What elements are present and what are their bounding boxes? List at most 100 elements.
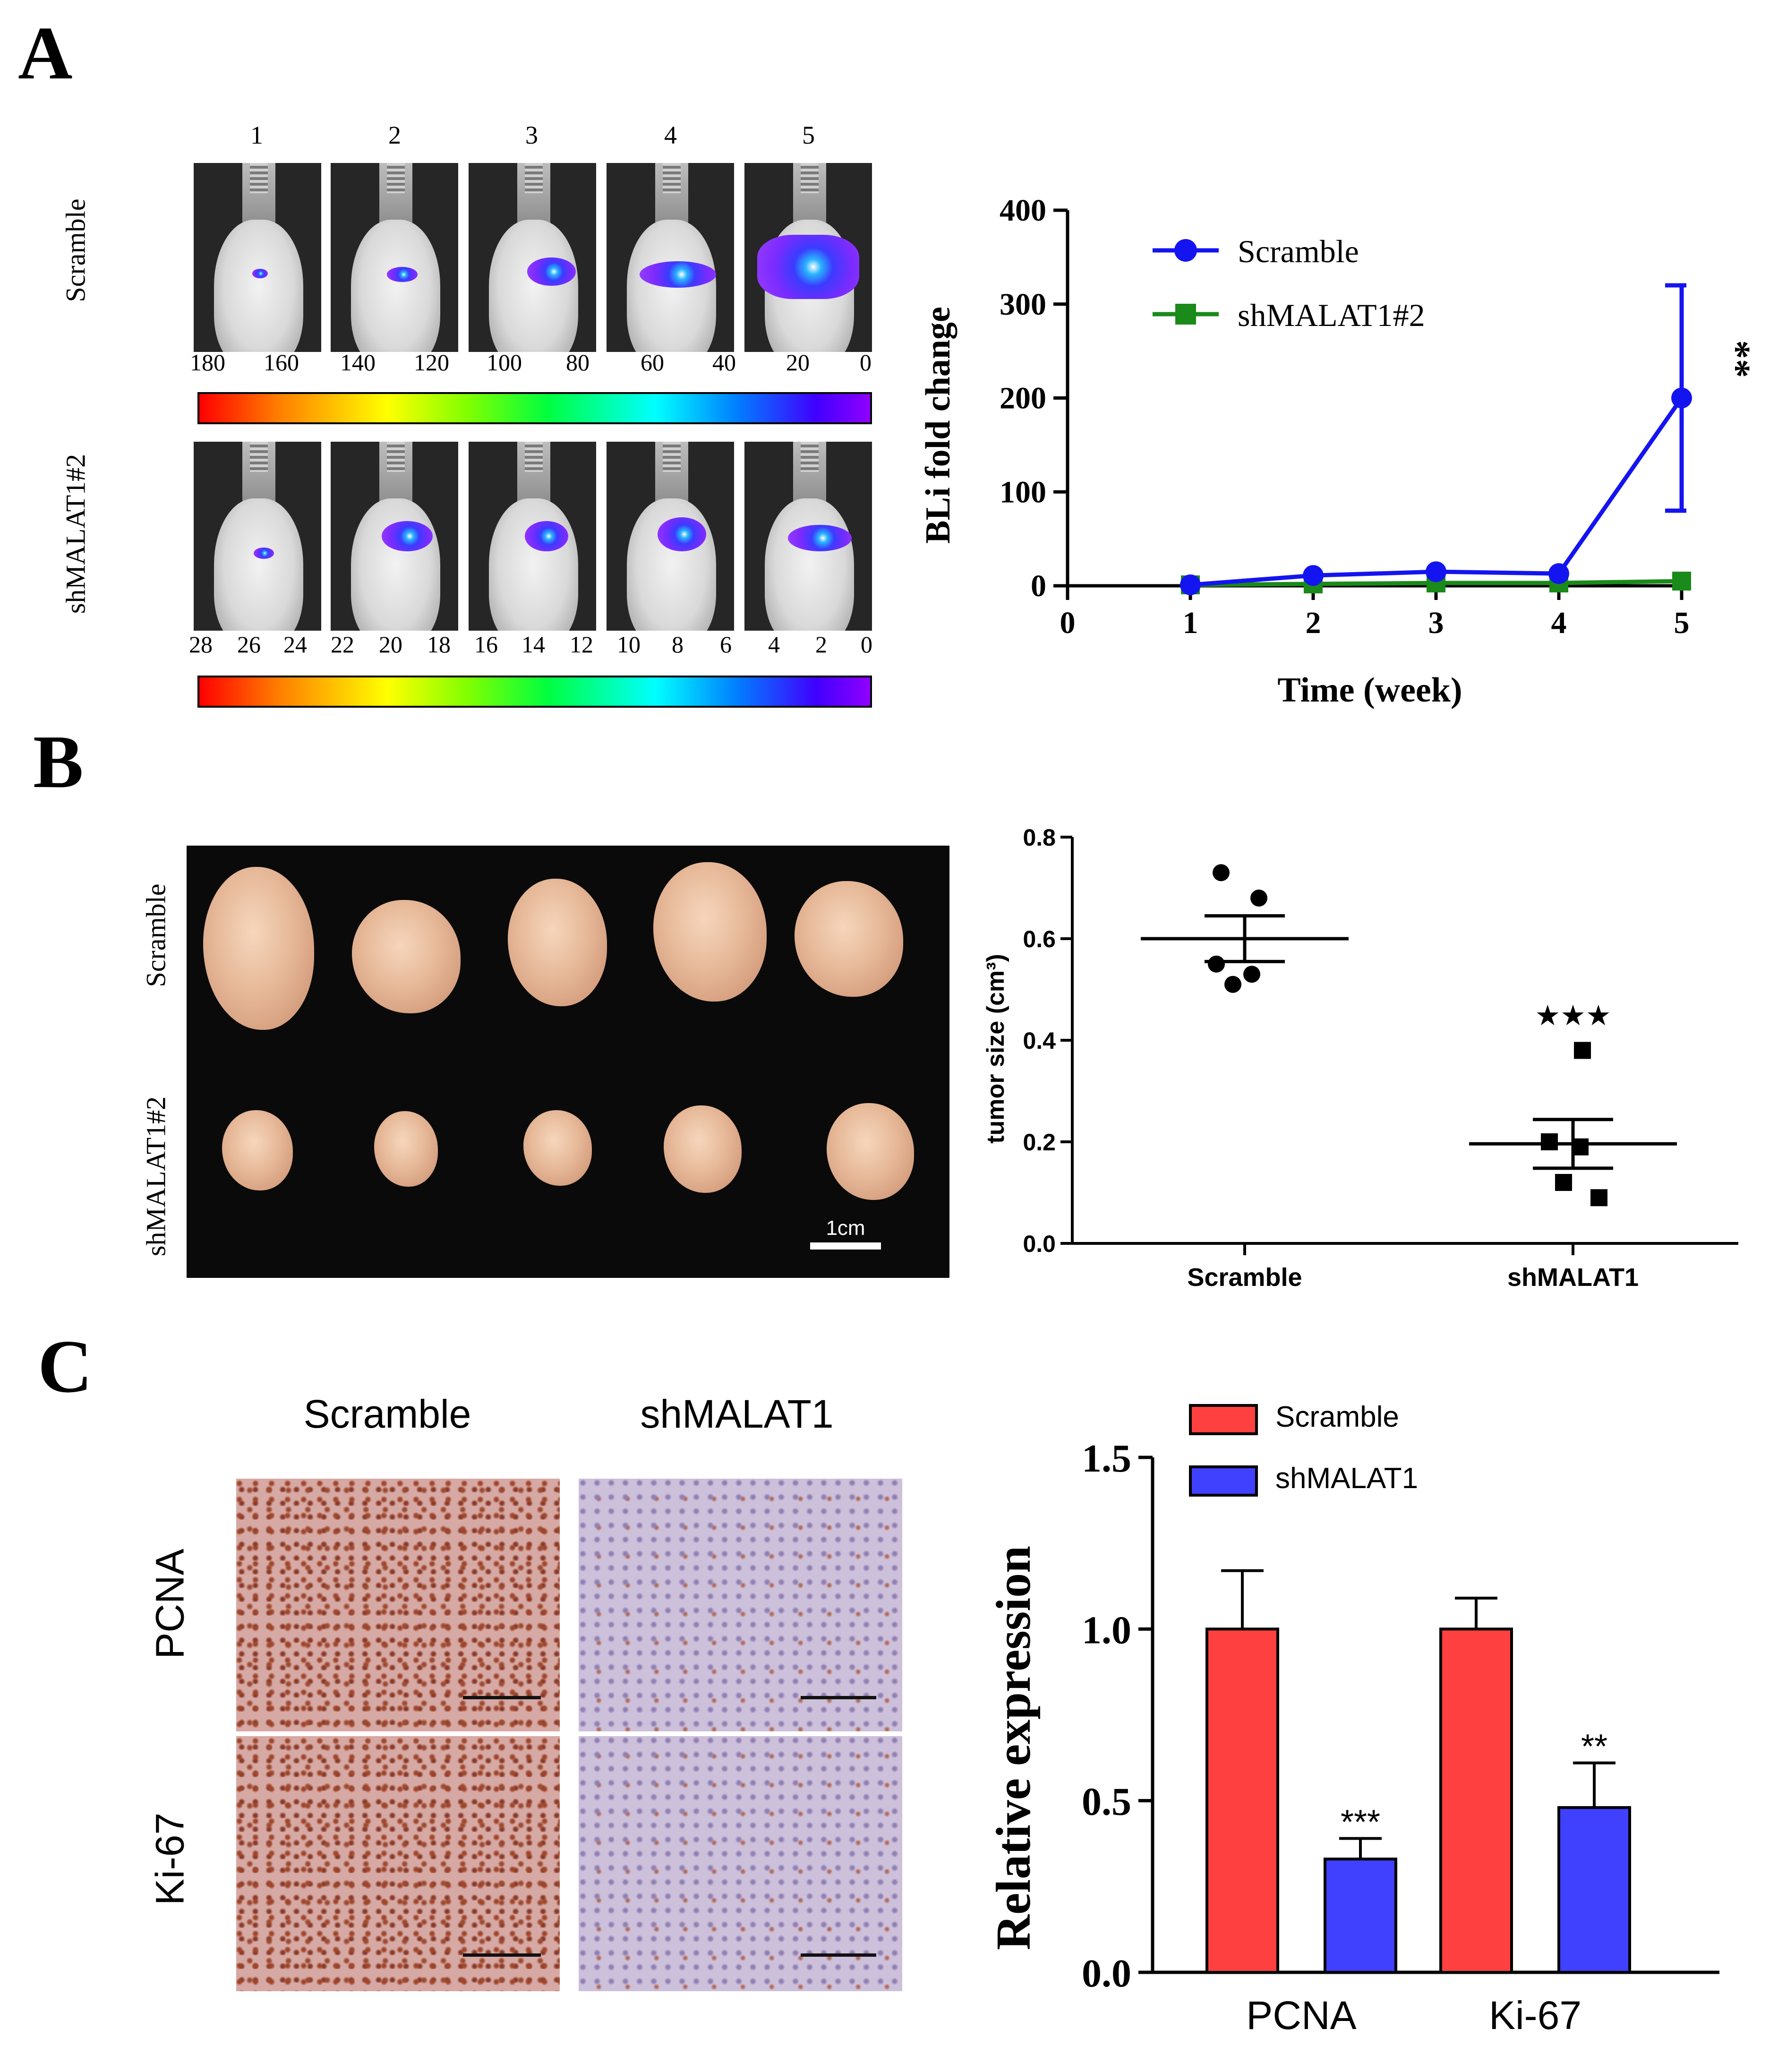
colorbar-tick: 14	[521, 631, 545, 658]
tumor-scramble-3	[508, 879, 607, 1006]
tumor-sh-2	[374, 1111, 438, 1187]
ihc-image-ki67-sh	[579, 1736, 902, 1991]
bli-y-tick-label: 100	[1000, 475, 1046, 509]
relexp-significance: ***	[1341, 1804, 1380, 1841]
mouse-column-label: 3	[525, 121, 538, 149]
tumor-sh-5	[827, 1103, 914, 1200]
tumor-y-tick-label: 0.2	[1023, 1129, 1056, 1156]
ihc-row-label-pcna: PCNA	[147, 1549, 192, 1659]
relexp-bar	[1205, 1627, 1279, 1974]
mouse-image-sh-3	[469, 442, 596, 631]
bli-legend-marker-sh	[1175, 304, 1196, 325]
bli-point	[1303, 565, 1324, 586]
bli-x-tick-label: 4	[1551, 606, 1567, 640]
colorbar-tick: 0	[860, 349, 872, 376]
tumor-scramble-2	[352, 900, 461, 1013]
panel-letter-b: B	[33, 719, 84, 804]
relexp-bar	[1557, 1806, 1631, 1974]
colorbar-tick: 180	[190, 349, 225, 376]
bli-x-tick-label: 3	[1428, 606, 1444, 640]
bli-point	[1548, 563, 1569, 584]
mouse-column-label: 1	[250, 121, 263, 149]
tumor-scramble-4	[653, 862, 767, 1002]
mouse-image-scramble-4	[607, 163, 734, 352]
mouse-image-scramble-2	[331, 163, 458, 352]
tumor-axes: 0.0 0.2 0.4 0.6 0.8 Scramble shMALAT1	[1023, 824, 1738, 1292]
colorbar-tick: 120	[414, 349, 449, 376]
tumor-point	[1555, 1174, 1572, 1191]
bli-y-tick-label: 200	[1000, 381, 1046, 416]
tumor-point	[1572, 1138, 1589, 1156]
colorbar-tick: 4	[768, 631, 780, 658]
tumor-point	[1208, 955, 1225, 973]
colorbar-tick: 6	[720, 631, 732, 658]
bli-y-axis-label: BLi fold change	[919, 307, 957, 544]
tumor-point	[1590, 1189, 1607, 1207]
tumor-point	[1574, 1042, 1591, 1059]
bli-significance: **	[1716, 340, 1757, 378]
tumor-significance: ★★★	[1535, 1000, 1611, 1031]
colorbar-tick: 26	[237, 631, 261, 658]
bli-row-label-scramble: Scramble	[60, 198, 91, 302]
colorbar-tick: 8	[672, 631, 684, 658]
tumor-scramble-1	[203, 867, 314, 1030]
colorbar-sh	[197, 676, 872, 708]
relexp-legend-label-sh: shMALAT1	[1275, 1462, 1418, 1495]
colorbar-tick: 40	[712, 349, 736, 376]
relexp-bar	[1439, 1627, 1513, 1974]
relexp-x-tick-label: PCNA	[1246, 1993, 1356, 2038]
ihc-image-ki67-scramble	[236, 1736, 560, 1991]
tumor-y-tick-label: 0.6	[1023, 926, 1056, 952]
colorbar-tick: 18	[427, 631, 451, 658]
ihc-scale-bar	[463, 1953, 541, 1957]
colorbar-tick: 100	[487, 349, 522, 376]
bli-legend-label-scramble: Scramble	[1238, 233, 1359, 269]
tumor-x-tick-label: shMALAT1	[1507, 1263, 1639, 1292]
colorbar-tick: 20	[786, 349, 810, 376]
relexp-significance: **	[1581, 1728, 1607, 1766]
tumor-row-label-scramble: Scramble	[140, 883, 171, 987]
tumor-point	[1541, 1133, 1558, 1150]
bli-legend-label-sh: shMALAT1#2	[1238, 297, 1425, 333]
ihc-row-label-ki67: Ki-67	[147, 1812, 192, 1906]
relexp-legend-swatch-sh	[1189, 1465, 1258, 1497]
bli-series-line-0	[1190, 396, 1684, 587]
ihc-image-pcna-scramble	[236, 1479, 560, 1731]
bli-y-tick-label: 0	[1031, 569, 1046, 603]
colorbar-tick: 60	[641, 349, 664, 376]
tumor-scramble-5	[795, 881, 903, 997]
colorbar-tick: 0	[861, 631, 872, 658]
bli-axes: 0 100 200 300 400 0 1 2 3 4 5	[1000, 193, 1690, 640]
bli-x-axis-label: Time (week)	[1277, 671, 1462, 710]
tumor-point	[1224, 976, 1241, 993]
tumor-series	[1141, 864, 1677, 1207]
bli-point	[1671, 387, 1692, 409]
tumor-x-tick-label: Scramble	[1187, 1263, 1302, 1292]
relexp-y-axis-label: Relative expression	[986, 1546, 1041, 1950]
mouse-image-sh-5	[744, 442, 872, 631]
bli-x-tick-label: 1	[1183, 606, 1198, 640]
colorbar-tick: 20	[379, 631, 402, 658]
relexp-y-tick-label: 1.5	[1082, 1437, 1131, 1481]
ihc-scale-bar	[801, 1696, 876, 1699]
mouse-column-label: 2	[388, 121, 401, 149]
ihc-scale-bar	[801, 1953, 876, 1957]
relexp-y-tick-label: 0.5	[1082, 1780, 1131, 1824]
tumor-point	[1250, 890, 1267, 907]
mouse-image-scramble-1	[194, 163, 321, 352]
panel-letter-a: A	[18, 11, 73, 95]
bli-x-tick-label: 2	[1306, 606, 1321, 640]
bli-y-tick-label: 300	[1000, 287, 1046, 322]
colorbar-tick: 24	[283, 631, 307, 658]
bli-x-tick-label: 5	[1674, 606, 1690, 640]
tumor-point	[1213, 864, 1230, 882]
bli-point	[1672, 572, 1691, 591]
mouse-column-label: 5	[802, 121, 815, 149]
ihc-column-label-scramble: Scramble	[303, 1392, 471, 1436]
tumor-y-tick-label: 0.8	[1023, 824, 1056, 851]
colorbar-tick: 10	[617, 631, 641, 658]
mouse-image-sh-2	[331, 442, 458, 631]
panel-letter-c: C	[38, 1324, 93, 1408]
tumor-sh-3	[523, 1110, 592, 1186]
tumor-y-tick-label: 0.0	[1023, 1231, 1056, 1257]
